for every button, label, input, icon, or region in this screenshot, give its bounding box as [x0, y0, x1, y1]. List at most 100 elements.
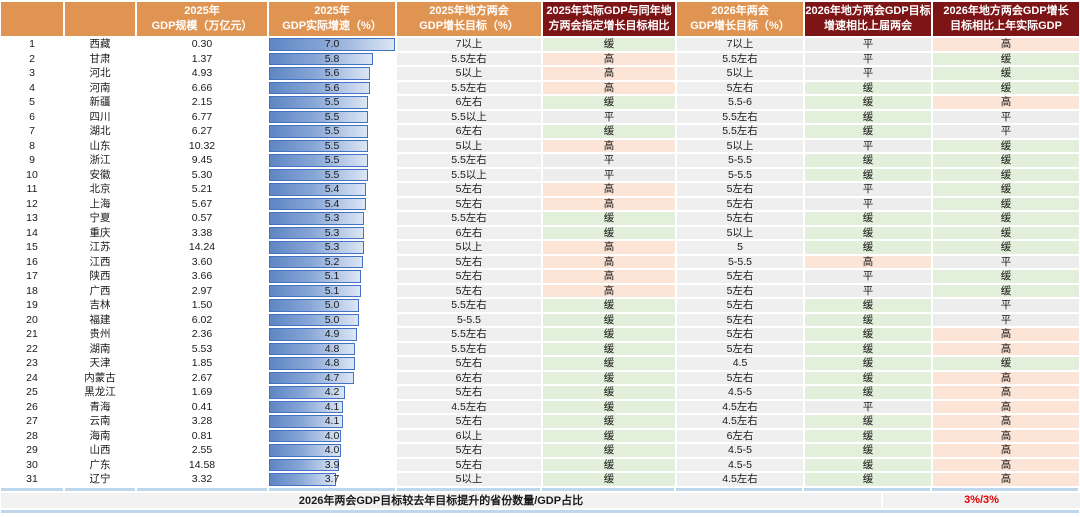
target-2025-cell: 5.5左右 — [397, 52, 541, 65]
gdp-scale-cell: 2.67 — [137, 371, 267, 384]
target-2026-cell: 5左右 — [677, 212, 803, 225]
target-2026-cell: 5以上 — [677, 226, 803, 239]
growth-value: 4.2 — [324, 386, 340, 399]
gdp-scale-cell: 14.24 — [137, 241, 267, 254]
vs-prev-congress-cell: 缓 — [805, 473, 931, 486]
vs-prev-congress-cell: 平 — [805, 183, 931, 196]
rank-cell: 8 — [1, 139, 63, 152]
column-header — [65, 2, 135, 36]
target-2025-cell: 5.5以上 — [397, 168, 541, 181]
vs-prev-congress-cell: 缓 — [805, 81, 931, 94]
target-2026-cell: 5左右 — [677, 270, 803, 283]
province-cell: 江西 — [65, 255, 135, 268]
vs-target-2025-cell: 平 — [543, 110, 675, 123]
growth-bar-cell: 3.7 — [269, 473, 395, 486]
growth-bar — [269, 67, 370, 80]
vs-prev-congress-cell: 缓 — [805, 299, 931, 312]
rank-cell: 27 — [1, 415, 63, 428]
rank-cell: 10 — [1, 168, 63, 181]
rank-cell: 15 — [1, 241, 63, 254]
province-cell: 辽宁 — [65, 473, 135, 486]
target-2025-cell: 5.5左右 — [397, 328, 541, 341]
target-2026-cell: 4.5-5 — [677, 458, 803, 471]
vs-prev-congress-cell: 平 — [805, 197, 931, 210]
vs-prev-congress-cell: 缓 — [805, 212, 931, 225]
vs-target-2025-cell: 缓 — [543, 400, 675, 413]
growth-value: 4.0 — [324, 444, 340, 457]
gdp-scale-cell: 3.28 — [137, 415, 267, 428]
target-2025-cell: 5左右 — [397, 357, 541, 370]
province-cell: 陕西 — [65, 270, 135, 283]
target-2025-cell: 6左右 — [397, 226, 541, 239]
target-2025-cell: 5以上 — [397, 241, 541, 254]
growth-value: 5.0 — [324, 299, 340, 312]
rank-cell: 24 — [1, 371, 63, 384]
vs-actual-gdp-cell: 高 — [933, 328, 1079, 341]
growth-value: 4.1 — [324, 400, 340, 413]
target-2025-cell: 6左右 — [397, 96, 541, 109]
rank-cell: 13 — [1, 212, 63, 225]
target-2025-cell: 5-5.5 — [397, 313, 541, 326]
vs-prev-congress-cell: 缓 — [805, 415, 931, 428]
vs-actual-gdp-cell: 高 — [933, 444, 1079, 457]
summary-value: 3%/3% — [883, 492, 1080, 508]
growth-bar — [269, 473, 336, 486]
vs-actual-gdp-cell: 平 — [933, 255, 1079, 268]
growth-bar — [269, 444, 341, 457]
growth-bar-cell: 4.9 — [269, 328, 395, 341]
vs-prev-congress-cell: 平 — [805, 38, 931, 51]
growth-bar-cell: 4.0 — [269, 444, 395, 457]
growth-bar-cell: 7.0 — [269, 38, 395, 51]
target-2025-cell: 7以上 — [397, 38, 541, 51]
growth-bar-cell: 5.1 — [269, 270, 395, 283]
gdp-scale-cell: 2.55 — [137, 444, 267, 457]
vs-target-2025-cell: 缓 — [543, 38, 675, 51]
vs-target-2025-cell: 缓 — [543, 226, 675, 239]
province-cell: 湖北 — [65, 125, 135, 138]
gdp-scale-cell: 0.81 — [137, 429, 267, 442]
growth-value: 3.7 — [324, 473, 340, 486]
growth-value: 5.3 — [324, 212, 340, 225]
growth-value: 5.5 — [324, 139, 340, 152]
target-2026-cell: 5-5.5 — [677, 154, 803, 167]
growth-bar — [269, 342, 356, 355]
province-cell: 安徽 — [65, 168, 135, 181]
vs-actual-gdp-cell: 缓 — [933, 139, 1079, 152]
target-2026-cell: 5左右 — [677, 313, 803, 326]
growth-bar — [269, 429, 341, 442]
growth-value: 7.0 — [324, 38, 340, 51]
column-header: 2025年地方两会 GDP增长目标（%） — [397, 2, 541, 36]
gdp-scale-cell: 5.21 — [137, 183, 267, 196]
vs-target-2025-cell: 高 — [543, 270, 675, 283]
growth-bar-cell: 5.5 — [269, 154, 395, 167]
column-header: 2025年实际GDP与同年地 方两会指定增长目标相比 — [543, 2, 675, 36]
rank-cell: 3 — [1, 67, 63, 80]
divider-segment — [396, 487, 541, 491]
target-2026-cell: 5左右 — [677, 197, 803, 210]
vs-actual-gdp-cell: 高 — [933, 415, 1079, 428]
growth-bar — [269, 81, 370, 94]
growth-value: 5.8 — [324, 52, 340, 65]
province-cell: 重庆 — [65, 226, 135, 239]
province-cell: 北京 — [65, 183, 135, 196]
province-cell: 海南 — [65, 429, 135, 442]
target-2025-cell: 5.5左右 — [397, 81, 541, 94]
growth-bar-cell: 5.0 — [269, 313, 395, 326]
rank-cell: 19 — [1, 299, 63, 312]
summary-label: 2026年两会GDP目标较去年目标提升的省份数量/GDP占比 — [1, 492, 881, 508]
growth-bar — [269, 52, 374, 65]
vs-prev-congress-cell: 缓 — [805, 241, 931, 254]
gdp-scale-cell: 1.85 — [137, 357, 267, 370]
divider-segment — [932, 487, 1078, 491]
rank-cell: 12 — [1, 197, 63, 210]
gdp-scale-cell: 9.45 — [137, 154, 267, 167]
growth-bar-cell: 4.1 — [269, 400, 395, 413]
vs-target-2025-cell: 缓 — [543, 125, 675, 138]
gdp-scale-cell: 1.50 — [137, 299, 267, 312]
vs-prev-congress-cell: 缓 — [805, 328, 931, 341]
growth-bar — [269, 328, 358, 341]
gdp-scale-cell: 6.77 — [137, 110, 267, 123]
page-bottom-divider — [1, 509, 1079, 513]
vs-target-2025-cell: 高 — [543, 197, 675, 210]
growth-bar — [269, 299, 359, 312]
